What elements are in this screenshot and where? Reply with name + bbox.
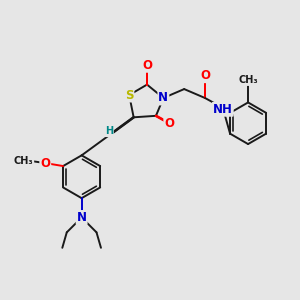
Text: N: N <box>158 92 168 104</box>
Text: H: H <box>105 126 113 136</box>
Text: NH: NH <box>213 103 233 116</box>
Text: O: O <box>200 69 210 82</box>
Text: S: S <box>125 88 134 101</box>
Text: CH₃: CH₃ <box>14 156 33 166</box>
Text: O: O <box>164 117 174 130</box>
Text: O: O <box>142 59 152 72</box>
Text: CH₃: CH₃ <box>238 75 258 85</box>
Text: O: O <box>40 157 50 169</box>
Text: N: N <box>76 211 87 224</box>
